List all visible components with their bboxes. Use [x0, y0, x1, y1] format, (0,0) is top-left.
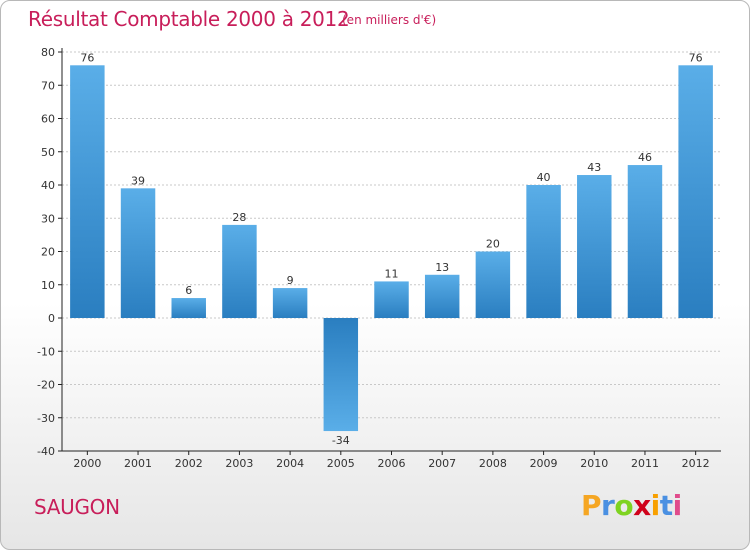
logo-letter: x — [633, 489, 651, 522]
x-tick-label: 2007 — [428, 457, 456, 470]
y-tick-label: 50 — [41, 146, 55, 159]
x-tick-label: 2005 — [327, 457, 355, 470]
bar — [222, 224, 257, 318]
data-label: -34 — [332, 434, 350, 447]
data-label: 40 — [537, 171, 551, 184]
y-tick-label: 20 — [41, 246, 55, 259]
bar — [70, 65, 105, 318]
x-tick-label: 2004 — [276, 457, 304, 470]
bar — [323, 318, 359, 432]
logo-letter: P — [581, 489, 602, 522]
y-tick-label: -40 — [37, 445, 55, 458]
bar — [374, 281, 409, 318]
chart-title: Résultat Comptable 2000 à 2012 — [28, 7, 350, 31]
data-label: 28 — [232, 211, 246, 224]
bar — [678, 65, 713, 318]
x-tick-label: 2000 — [73, 457, 101, 470]
data-label: 6 — [185, 284, 192, 297]
y-tick-label: 40 — [41, 179, 55, 192]
data-label: 9 — [287, 274, 294, 287]
bar — [120, 188, 156, 318]
bar — [627, 165, 663, 318]
y-tick-label: 80 — [41, 46, 55, 59]
logo-letter: i — [672, 489, 683, 522]
x-tick-label: 2006 — [378, 457, 406, 470]
chart-subtitle: (en milliers d'€) — [342, 13, 437, 27]
logo-letter: t — [659, 489, 673, 522]
bar — [526, 185, 561, 318]
y-tick-label: 10 — [41, 279, 55, 292]
x-tick-label: 2003 — [225, 457, 253, 470]
x-tick-label: 2008 — [479, 457, 507, 470]
data-label: 20 — [486, 238, 500, 251]
y-tick-label: 60 — [41, 113, 55, 126]
bar — [577, 175, 612, 318]
data-label: 11 — [385, 267, 399, 280]
x-tick-label: 2001 — [124, 457, 152, 470]
bar — [424, 274, 460, 318]
bar — [171, 298, 206, 318]
x-tick-label: 2011 — [631, 457, 659, 470]
y-tick-label: -20 — [37, 379, 55, 392]
y-tick-label: 70 — [41, 79, 55, 92]
y-tick-label: -30 — [37, 412, 55, 425]
logo-letter: o — [614, 489, 634, 522]
data-label: 13 — [435, 261, 449, 274]
proxiti-logo: Proxiti — [581, 489, 682, 522]
data-label: 39 — [131, 174, 145, 187]
x-tick-label: 2002 — [175, 457, 203, 470]
logo-letter: r — [601, 489, 615, 522]
data-label: 43 — [587, 161, 601, 174]
x-tick-label: 2009 — [530, 457, 558, 470]
data-label: 76 — [80, 51, 94, 64]
data-label: 76 — [689, 51, 703, 64]
x-tick-label: 2010 — [580, 457, 608, 470]
y-tick-label: 0 — [48, 312, 55, 325]
x-tick-label: 2012 — [682, 457, 710, 470]
commune-name: SAUGON — [34, 495, 120, 519]
logo-letter: i — [650, 489, 661, 522]
y-tick-label: 30 — [41, 212, 55, 225]
bar — [475, 251, 511, 318]
bar — [272, 288, 308, 318]
data-label: 46 — [638, 151, 652, 164]
y-tick-label: -10 — [37, 345, 55, 358]
